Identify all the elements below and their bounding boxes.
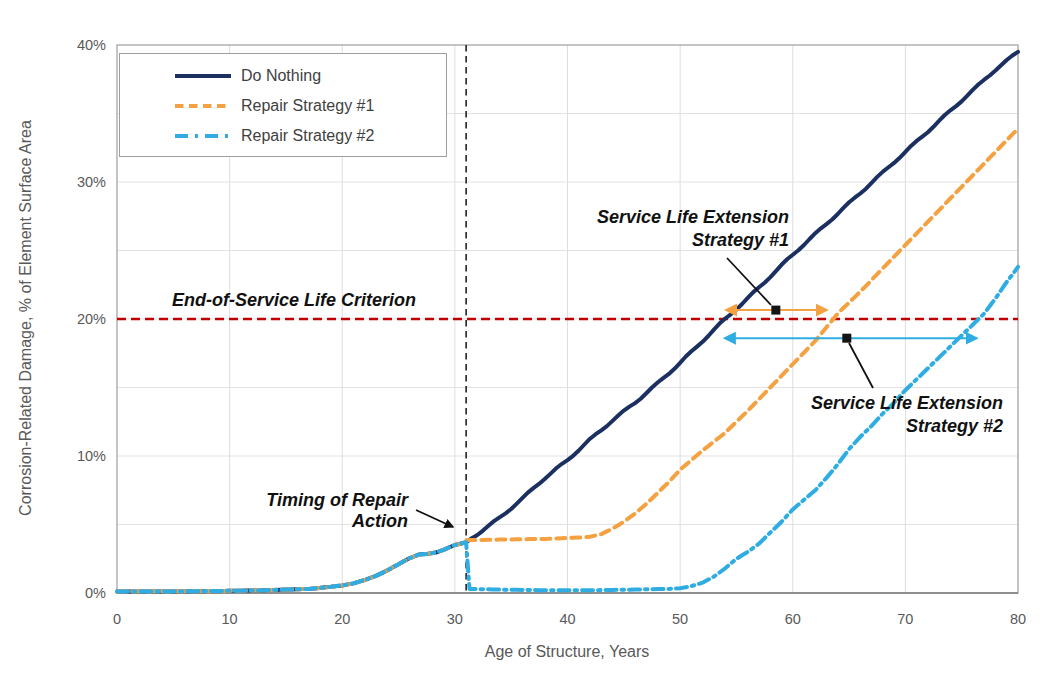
- legend-label: Repair Strategy #2: [241, 127, 374, 145]
- x-tick-label: 80: [996, 610, 1040, 628]
- legend-label: Do Nothing: [241, 67, 321, 85]
- x-tick-label: 20: [320, 610, 364, 628]
- annotation-end-of-service-life-criterion: End-of-Service Life Criterion: [128, 289, 460, 311]
- annotation-line: Timing of Repair: [230, 490, 408, 511]
- annotation-line: Service Life Extension: [556, 206, 789, 229]
- x-tick-label: 10: [208, 610, 252, 628]
- annotation-service-life-extension-2: Service Life Extension Strategy #2: [770, 392, 1003, 438]
- x-tick-label: 50: [658, 610, 702, 628]
- x-tick-label: 70: [883, 610, 927, 628]
- x-tick-label: 60: [771, 610, 815, 628]
- service-life-extension-1-marker-square: [771, 306, 780, 315]
- y-tick-label: 30%: [60, 173, 106, 191]
- y-tick-label: 10%: [60, 447, 106, 465]
- annotation-line: Service Life Extension: [770, 392, 1003, 415]
- annotation-service-life-extension-1: Service Life Extension Strategy #1: [556, 206, 789, 252]
- legend-item-repair-strategy-1: Repair Strategy #1: [120, 91, 446, 121]
- y-tick-label: 20%: [60, 310, 106, 328]
- corrosion-damage-chart: 0 10 20 30 40 50 60 70 80 0% 10% 20% 30% 40% Corrosio…: [0, 0, 1050, 700]
- y-axis-title: Corrosion-Related Damage, % of Element S…: [17, 58, 35, 578]
- annotation-line: Action: [230, 511, 408, 532]
- x-tick-label: 0: [95, 610, 139, 628]
- annotation-timing-of-repair-action: Timing of Repair Action: [230, 490, 408, 532]
- y-tick-label: 0%: [60, 584, 106, 602]
- x-axis-title: Age of Structure, Years: [317, 643, 817, 661]
- x-tick-label: 30: [433, 610, 477, 628]
- legend-line-sample-icon: [174, 132, 232, 140]
- service-life-extension-2-marker-square: [842, 334, 851, 343]
- legend-item-repair-strategy-2: Repair Strategy #2: [120, 121, 446, 151]
- legend: Do Nothing Repair Strategy #1 Repair Str…: [119, 53, 447, 157]
- legend-line-sample-icon: [174, 102, 232, 110]
- annotation-line: Strategy #1: [556, 229, 789, 252]
- legend-label: Repair Strategy #1: [241, 97, 374, 115]
- legend-line-sample-icon: [174, 72, 232, 80]
- x-tick-label: 40: [546, 610, 590, 628]
- annotation-line: Strategy #2: [770, 415, 1003, 438]
- legend-item-do-nothing: Do Nothing: [120, 61, 446, 91]
- y-tick-label: 40%: [60, 36, 106, 54]
